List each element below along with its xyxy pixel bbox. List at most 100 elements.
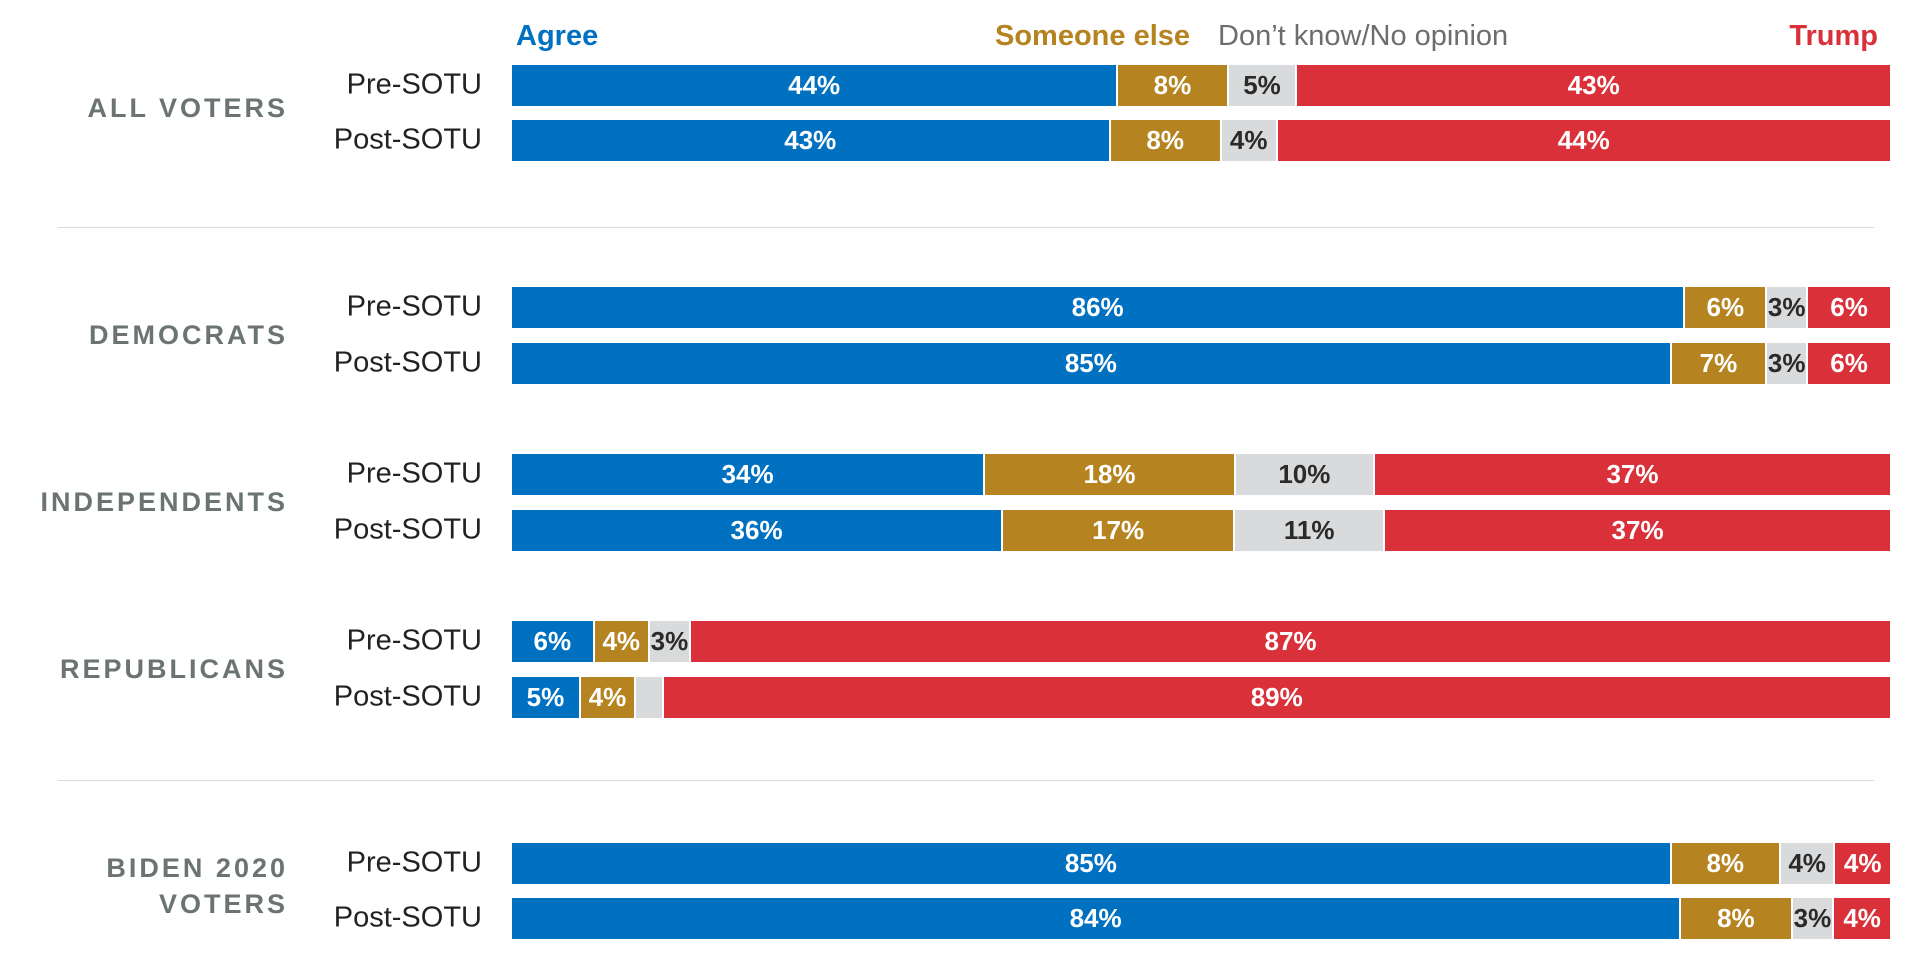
- bar-segment-else: 7%: [1671, 342, 1768, 384]
- data-label: 10%: [1278, 458, 1331, 489]
- data-label: 18%: [1083, 458, 1136, 489]
- data-label: 4%: [1843, 902, 1881, 933]
- bar-segment-trump: 43%: [1297, 64, 1890, 106]
- data-label: 43%: [784, 124, 837, 155]
- data-label: 11%: [1283, 514, 1335, 545]
- bar-segment-else: 18%: [985, 453, 1236, 495]
- data-label: 6%: [1706, 291, 1745, 322]
- bar-segment-dk: 3%: [1767, 286, 1809, 328]
- data-label: 4%: [1229, 124, 1268, 155]
- stacked-bar: 85% 7% 3% 6%: [512, 342, 1890, 384]
- data-label: 4%: [1788, 847, 1826, 878]
- data-label: 43%: [1567, 69, 1620, 100]
- bar-segment-agree: 85%: [512, 842, 1672, 884]
- bar-segment-agree: 6%: [512, 620, 595, 662]
- bar-segment-dk: 5%: [1228, 64, 1298, 106]
- data-label: 4%: [1843, 847, 1882, 878]
- bar-segment-trump: 44%: [1277, 119, 1890, 161]
- group-label: INDEPENDENTS: [40, 487, 288, 517]
- bar-segment-dk: 10%: [1235, 453, 1375, 495]
- bar-segment-dk: 11%: [1235, 509, 1386, 551]
- row-label: Pre-SOTU: [346, 624, 482, 657]
- row-label: Pre-SOTU: [346, 68, 482, 101]
- bar-segment-trump: 6%: [1808, 286, 1890, 328]
- data-label: 87%: [1264, 625, 1317, 656]
- data-label: 37%: [1606, 458, 1659, 489]
- bar-segment-trump: 6%: [1808, 342, 1890, 384]
- data-label: 85%: [1064, 847, 1117, 878]
- data-label: 86%: [1071, 291, 1124, 322]
- stacked-bar: 85% 8% 4% 4%: [512, 842, 1890, 884]
- bar-segment-trump: 89%: [663, 676, 1890, 718]
- data-label: 6%: [1830, 291, 1868, 322]
- bar-segment-else: 4%: [594, 620, 650, 662]
- data-label: 3%: [650, 625, 689, 656]
- data-label: 7%: [1699, 347, 1738, 378]
- data-label: 8%: [1717, 902, 1755, 933]
- data-label: 36%: [730, 514, 783, 545]
- stacked-bar: 43% 8% 4% 44%: [512, 119, 1890, 161]
- data-label: 89%: [1250, 681, 1303, 712]
- data-label: 8%: [1146, 124, 1184, 155]
- stacked-bar: 86% 6% 3% 6%: [512, 286, 1890, 328]
- legend-someone-else: Someone else: [995, 20, 1191, 52]
- row-label: Post-SOTU: [333, 346, 482, 379]
- bar-segment-dk: 3%: [649, 620, 692, 662]
- row-label: Post-SOTU: [333, 123, 482, 156]
- stacked-bar: 34% 18% 10% 37%: [512, 453, 1890, 495]
- data-label: 8%: [1706, 847, 1745, 878]
- bar-segment-agree: 36%: [512, 509, 1004, 551]
- stacked-bar: 44% 8% 5% 43%: [512, 64, 1890, 106]
- group-divider: [58, 780, 1874, 781]
- data-label: 44%: [1557, 124, 1610, 155]
- bar-segment-trump: 4%: [1834, 897, 1890, 939]
- stacked-bar: 5% 4% 89%: [512, 676, 1890, 718]
- bar-segment-dk: 4%: [1780, 842, 1836, 884]
- bar-segment-agree: 5%: [512, 676, 581, 718]
- row-label: Pre-SOTU: [346, 846, 482, 879]
- bar-segment-else: 6%: [1685, 286, 1768, 328]
- row-label: Post-SOTU: [333, 901, 482, 934]
- bar-segment-dk: 3%: [1767, 342, 1809, 384]
- data-label: 37%: [1611, 514, 1664, 545]
- bar-segment-dk: 3%: [1792, 897, 1835, 939]
- row-label: Post-SOTU: [333, 680, 482, 713]
- data-label: 3%: [1767, 291, 1806, 322]
- data-label: 3%: [1793, 902, 1832, 933]
- data-label: 5%: [1243, 69, 1281, 100]
- data-label: 17%: [1092, 514, 1145, 545]
- data-label: 5%: [526, 681, 565, 712]
- bar-segment-else: 4%: [580, 676, 636, 718]
- bar-segment-dk: [636, 676, 664, 718]
- data-label: 44%: [788, 69, 841, 100]
- data-label: 8%: [1153, 69, 1192, 100]
- row-label: Pre-SOTU: [346, 290, 482, 323]
- bar-segment-agree: 85%: [512, 342, 1672, 384]
- data-label: 6%: [1830, 347, 1868, 378]
- bar-segment-else: 8%: [1681, 897, 1793, 939]
- bar-segment-trump: 4%: [1835, 842, 1890, 884]
- group-label: REPUBLICANS: [59, 654, 288, 684]
- bar-segment-agree: 44%: [512, 64, 1119, 106]
- data-label: 6%: [533, 625, 572, 656]
- bar-segment-trump: 37%: [1385, 509, 1890, 551]
- group-label: DEMOCRATS: [89, 320, 288, 350]
- data-label: 3%: [1767, 347, 1806, 378]
- bar-segment-dk: 4%: [1221, 119, 1278, 161]
- group-label: ALL VOTERS: [87, 93, 288, 123]
- bar-segment-trump: 37%: [1374, 453, 1890, 495]
- legend-trump: Trump: [1789, 20, 1878, 52]
- legend-dont-know: Don’t know/No opinion: [1218, 20, 1509, 52]
- row-label: Pre-SOTU: [346, 457, 482, 490]
- bar-segment-else: 8%: [1110, 119, 1222, 161]
- legend-agree: Agree: [516, 20, 599, 52]
- stacked-bar: 84% 8% 3% 4%: [512, 897, 1890, 939]
- data-label: 4%: [588, 681, 627, 712]
- row-label: Post-SOTU: [333, 513, 482, 546]
- bar-segment-agree: 43%: [512, 119, 1111, 161]
- bar-segment-agree: 84%: [512, 897, 1682, 939]
- stacked-bar: 36% 17% 11% 37%: [512, 509, 1890, 551]
- data-label: 4%: [602, 625, 641, 656]
- bar-segment-else: 8%: [1671, 842, 1781, 884]
